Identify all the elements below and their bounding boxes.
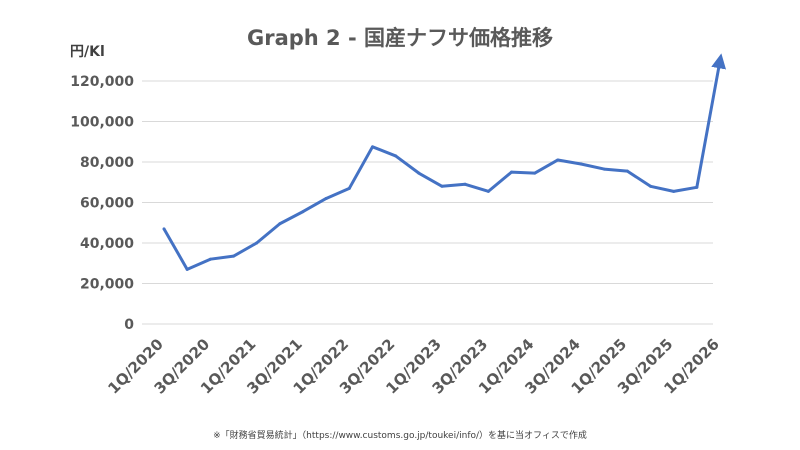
data-point [695,185,699,189]
data-point [232,254,235,258]
data-point [463,182,467,186]
chart-title: Graph 2 - 国産ナフサ価格推移 [246,26,553,50]
y-tick-label: 40,000 [80,236,134,252]
x-axis-ticks: 1Q/20203Q/20201Q/20213Q/20211Q/20223Q/20… [104,335,723,398]
data-point [301,210,305,214]
series-layer [162,53,727,271]
y-axis-ticks: 0 20,000 40,000 60,000 80,000 100,000 120,000 [70,74,134,333]
data-point [347,186,351,190]
data-point [602,167,606,171]
data-point [649,184,652,188]
data-point [625,169,629,173]
data-point [533,171,537,175]
gridlines [142,80,713,325]
data-point [579,162,583,166]
y-tick-label: 80,000 [80,155,134,171]
data-point [394,154,398,158]
data-point [208,257,212,261]
data-point [510,170,513,174]
data-point [255,241,259,245]
y-tick-label: 0 [124,317,134,333]
data-point [162,227,166,231]
y-tick-label: 20,000 [80,277,134,293]
data-point [324,196,328,200]
y-axis-unit-label: 円/Kl [70,44,105,60]
y-tick-label: 120,000 [70,74,134,90]
y-tick-label: 100,000 [70,115,134,131]
source-footnote: ※「財務省貿易統計」（https://www.customs.go.jp/tou… [213,431,587,441]
data-point [486,189,490,193]
data-point [417,171,421,175]
data-point [718,59,722,63]
data-point [556,158,560,162]
series-line [162,53,727,271]
data-point [278,222,282,226]
data-point [672,189,676,193]
y-tick-label: 60,000 [80,196,134,212]
data-point [440,184,444,188]
data-point [371,145,374,149]
data-point [185,267,189,271]
